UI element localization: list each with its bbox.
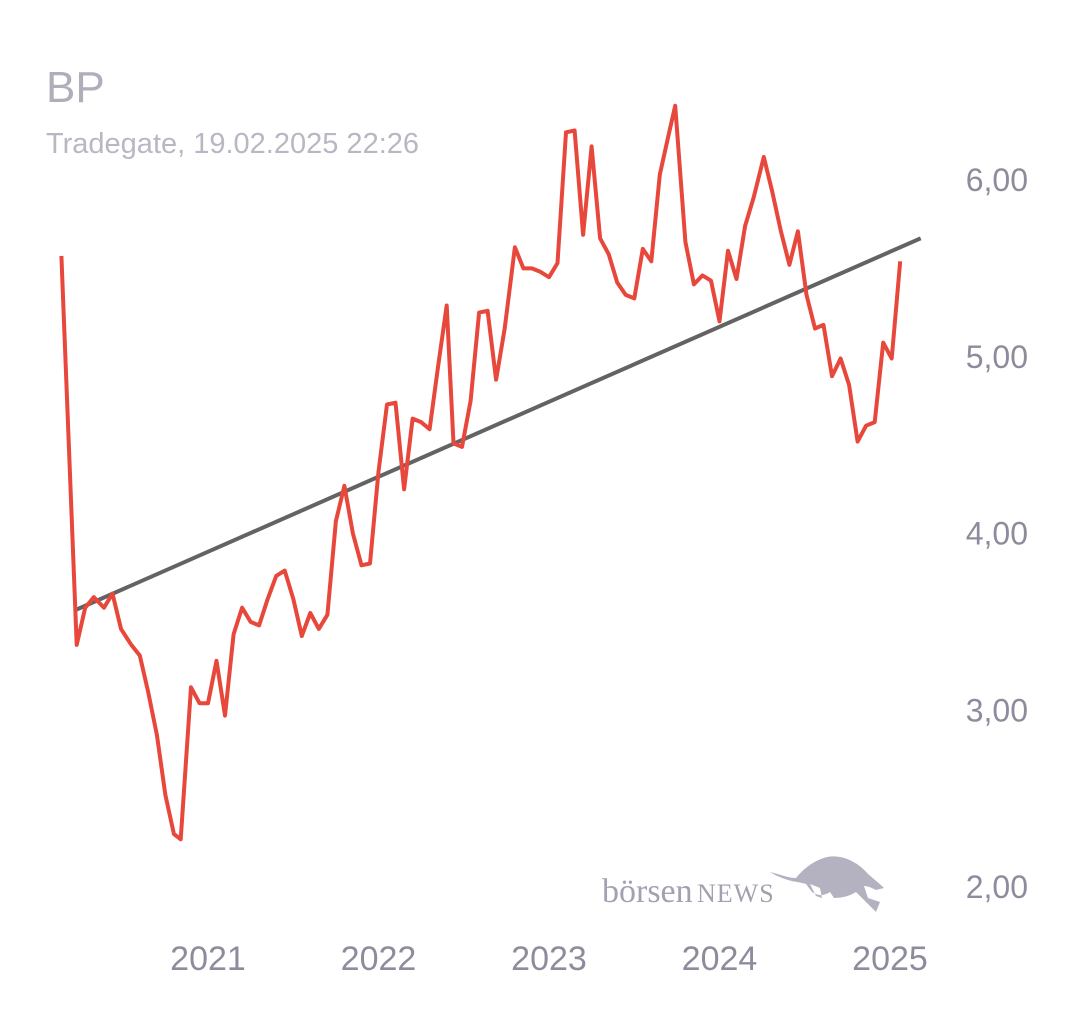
x-tick-label: 2025 xyxy=(852,940,928,978)
chart-subtitle: Tradegate, 19.02.2025 22:26 xyxy=(46,128,420,160)
x-tick-label: 2021 xyxy=(170,940,246,978)
x-axis: 2021 2022 2023 2024 2025 xyxy=(170,940,928,978)
logo-text-caps: NEWS xyxy=(697,879,775,908)
y-tick-label: 5,00 xyxy=(966,339,1028,375)
price-series-layer xyxy=(59,103,903,842)
y-axis: 2,00 3,00 4,00 5,00 6,00 xyxy=(966,162,1028,905)
y-tick-label: 3,00 xyxy=(966,692,1028,728)
y-tick-label: 2,00 xyxy=(966,869,1028,905)
trend-line xyxy=(75,236,922,612)
boersennews-logo: börsen NEWS xyxy=(602,856,884,912)
y-tick-label: 4,00 xyxy=(966,516,1028,552)
trend-line-layer xyxy=(75,236,922,612)
x-tick-label: 2023 xyxy=(511,940,587,978)
bull-icon xyxy=(770,856,884,912)
y-tick-label: 6,00 xyxy=(966,162,1028,198)
x-tick-label: 2024 xyxy=(682,940,758,978)
chart-title: BP xyxy=(46,63,105,112)
x-tick-label: 2022 xyxy=(341,940,417,978)
price-line xyxy=(59,103,903,842)
logo-text-main: börsen xyxy=(602,873,693,910)
